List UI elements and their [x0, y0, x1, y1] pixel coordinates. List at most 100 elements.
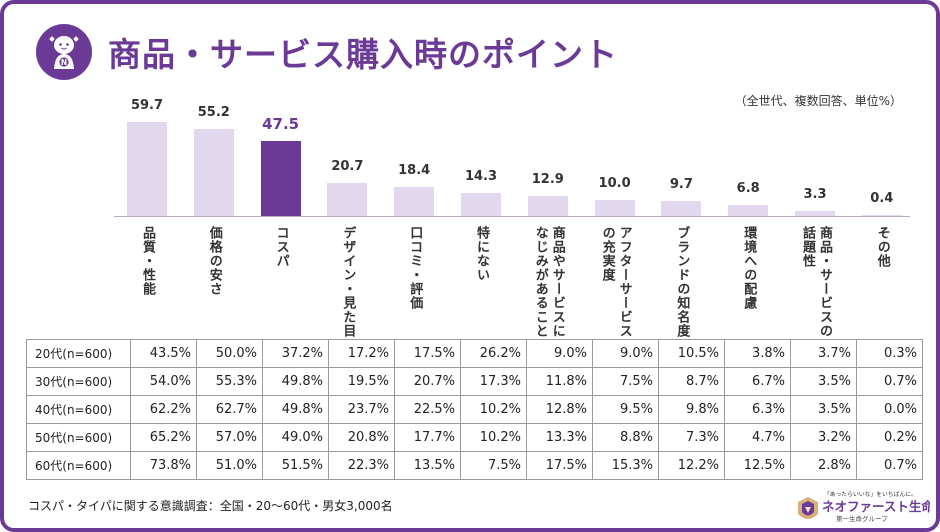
category-label: 品質・性能	[139, 226, 155, 296]
table-cell: 7.3%	[658, 423, 725, 452]
table-cell: 10.2%	[460, 395, 527, 424]
category-label: アフターサービス の充実度	[599, 226, 632, 338]
table-cell: 2.8%	[790, 451, 857, 480]
table-cell: 54.0%	[130, 367, 197, 396]
table-cell: 3.2%	[790, 423, 857, 452]
table-cell: 49.8%	[262, 367, 329, 396]
category-label: デザイン・見た目	[339, 226, 355, 338]
brand-group: 第一生命グループ	[836, 514, 888, 523]
table-cell: 65.2%	[130, 423, 197, 452]
bar-value-label: 55.2	[197, 105, 230, 121]
table-cell: 3.5%	[790, 395, 857, 424]
category-label: 口コミ・評価	[406, 226, 422, 310]
table-cell: 17.5%	[394, 339, 461, 368]
category-label-line: 商品やサービスに	[549, 226, 565, 338]
category-label-line: 商品・サービスの	[817, 226, 832, 338]
chart-bar	[193, 129, 234, 216]
table-row: 20代(n=600) 43.5% 50.0% 37.2% 17.2% 17.5% 26.2%…	[26, 339, 923, 368]
category-label: 特にない	[473, 226, 489, 282]
category-label: 価格の安さ	[206, 226, 222, 296]
table-cell: 13.3%	[526, 423, 593, 452]
bar-value-label: 6.8	[736, 181, 760, 197]
table-cell: 55.3%	[196, 367, 263, 396]
table-cell: 0.3%	[856, 339, 923, 368]
bar-value-label: 12.9	[531, 171, 564, 187]
table-cell: 15.3%	[592, 451, 659, 480]
brand-name: ネオファースト生命	[822, 499, 930, 514]
table-cell: 4.7%	[724, 423, 791, 452]
table-cell: 23.7%	[328, 395, 395, 424]
table-cell: 17.7%	[394, 423, 461, 452]
table-cell: 51.5%	[262, 451, 329, 480]
chart-bar	[795, 210, 835, 216]
row-header: 30代(n=600)	[26, 367, 131, 396]
table-cell: 37.2%	[262, 339, 329, 368]
unit-note: （全世代、複数回答、単位%）	[734, 94, 902, 108]
table-cell: 11.8%	[526, 367, 593, 396]
category-label: ブランドの知名度	[673, 226, 689, 338]
row-header: 40代(n=600)	[26, 395, 131, 424]
table-cell: 57.0%	[196, 423, 263, 452]
table-cell: 12.2%	[658, 451, 725, 480]
mascot-character-icon: N	[49, 36, 79, 69]
table-cell: 12.8%	[526, 395, 593, 424]
table-cell: 0.7%	[856, 367, 923, 396]
bar-value-label: 0.4	[870, 191, 894, 206]
brand-tagline: 「あったらいいな」をいちばんに。	[824, 490, 917, 498]
table-row: 60代(n=600) 73.8% 51.0% 51.5% 22.3% 13.5% 7.5% 1…	[26, 451, 923, 480]
table-cell: 22.5%	[394, 395, 461, 424]
table-cell: 9.0%	[592, 339, 659, 368]
category-label-line: その他	[874, 226, 890, 268]
chart-bar	[461, 193, 501, 216]
category-label: 商品・サービスの 話題性	[799, 226, 832, 338]
category-label: 商品やサービスに なじみがあること	[532, 226, 565, 338]
category-label-line: 口コミ・評価	[407, 226, 423, 310]
table-cell: 26.2%	[460, 339, 527, 368]
category-label: その他	[874, 226, 890, 268]
table-cell: 13.5%	[394, 451, 461, 480]
table-cell: 0.0%	[856, 395, 923, 424]
table-cell: 12.5%	[724, 451, 791, 480]
category-label-line: の充実度	[599, 226, 615, 282]
table-cell: 49.8%	[262, 395, 329, 424]
category-label: コスパ	[273, 226, 289, 268]
row-header: 20代(n=600)	[26, 339, 131, 368]
category-label-line: なじみがあること	[532, 226, 548, 338]
bar-value-label: 10.0	[598, 176, 631, 192]
category-label-line: ブランドの知名度	[674, 226, 690, 338]
mascot-badge-letter: N	[61, 58, 67, 67]
chart-bar	[728, 205, 769, 216]
table-cell: 17.2%	[328, 339, 395, 368]
table-cell: 6.7%	[724, 367, 791, 396]
page-title: 商品・サービス購入時のポイント	[108, 35, 618, 74]
age-breakdown-table: 20代(n=600) 43.5% 50.0% 37.2% 17.2% 17.5% 26.2%…	[26, 339, 923, 480]
table-cell: 50.0%	[196, 339, 263, 368]
table-row: 40代(n=600) 62.2% 62.7% 49.8% 23.7% 22.5% 10.2%…	[26, 395, 923, 424]
neofirst-emblem-icon	[798, 497, 818, 519]
chart-bar	[394, 187, 435, 216]
table-cell: 3.5%	[790, 367, 857, 396]
survey-footnote: コスパ・タイパに関する意識調査：全国・20〜60代・男女3,000名	[28, 499, 393, 513]
chart-bar	[527, 195, 568, 216]
chart-bar	[127, 122, 167, 216]
table-cell: 43.5%	[130, 339, 197, 368]
bar-value-label: 14.3	[464, 169, 498, 185]
table-row: 30代(n=600) 54.0% 55.3% 49.8% 19.5% 20.7% 17.3%…	[26, 367, 923, 396]
table-cell: 9.0%	[526, 339, 593, 368]
category-label-line: デザイン・見た目	[340, 226, 356, 338]
chart-bar	[661, 200, 702, 216]
brand-logo: 「あったらいいな」をいちばんに。 ネオファースト生命 第一生命グループ	[794, 488, 934, 528]
table-cell: 3.8%	[724, 339, 791, 368]
bar-value-label: 18.4	[398, 163, 431, 179]
mascot-badge: N	[36, 24, 92, 80]
chart-baseline	[114, 216, 910, 217]
table-cell: 62.7%	[196, 395, 263, 424]
table-cell: 9.5%	[592, 395, 659, 424]
table-cell: 51.0%	[196, 451, 263, 480]
table-cell: 6.3%	[724, 395, 791, 424]
row-header: 60代(n=600)	[26, 451, 131, 480]
table-cell: 8.7%	[658, 367, 725, 396]
category-label-line: 品質・性能	[140, 226, 155, 296]
category-label-line: 環境への配慮	[741, 226, 757, 310]
